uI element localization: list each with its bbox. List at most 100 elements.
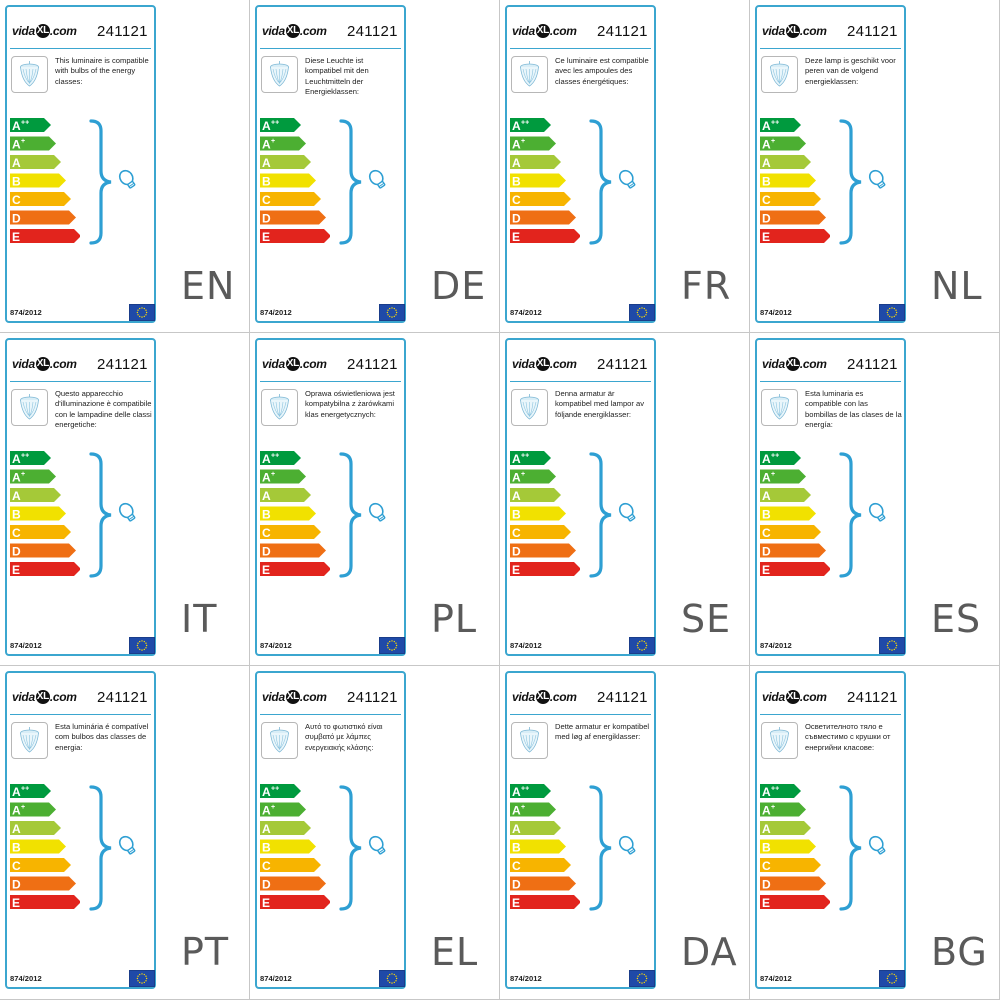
eu-star [145, 980, 147, 982]
eu-star [395, 644, 398, 647]
energy-class-bar: D [10, 210, 76, 226]
energy-class-bar: A + [760, 136, 806, 152]
light-bulb-icon [118, 169, 136, 189]
energy-class-label: E [262, 563, 270, 577]
energy-class-bar: B [760, 839, 816, 855]
eu-flag-icon [879, 637, 905, 654]
curly-bracket [89, 452, 112, 578]
eu-star [643, 315, 645, 318]
energy-class-superscript: + [271, 138, 275, 145]
eu-star [641, 640, 643, 642]
header-divider [260, 48, 401, 49]
eu-star [891, 982, 893, 984]
energy-label-card: vida XL .com 241121 Осветителното тяло е с… [755, 671, 906, 989]
curly-bracket [339, 785, 362, 911]
eu-star [145, 644, 148, 647]
product-code: 241121 [847, 689, 898, 706]
energy-class-bar: E [10, 895, 80, 910]
brand-logo-mark: XL [35, 357, 50, 371]
chandelier-icon [261, 56, 298, 93]
energy-class-label: A [262, 119, 271, 133]
energy-class-label: D [262, 212, 271, 226]
eu-star [641, 316, 643, 318]
energy-class-label: A [512, 119, 521, 133]
energy-class-superscript: + [521, 471, 525, 478]
energy-class-bar: A ++ [10, 451, 51, 466]
language-code: EL [431, 930, 479, 974]
energy-label-card: vida XL .com 241121 Questo apparecchio d'i… [5, 338, 156, 656]
energy-class-bar: A [260, 488, 311, 503]
curly-bracket [589, 119, 612, 245]
energy-class-label: E [12, 563, 20, 577]
chandelier-icon [761, 56, 798, 93]
brand-logo-prefix: vida [262, 690, 285, 704]
brand-logo-suffix: .com [549, 24, 577, 38]
eu-flag-icon [879, 970, 905, 987]
energy-class-label: B [262, 841, 271, 855]
energy-class-label: B [12, 175, 21, 189]
energy-class-bar: A ++ [260, 451, 301, 466]
eu-flag-icon [379, 304, 405, 321]
compatibility-text: Dette armatur er kompatibel med løg af e… [555, 722, 650, 742]
energy-label-card: vida XL .com 241121 Denna armatur är kompa… [505, 338, 656, 656]
energy-class-bar: A + [10, 469, 56, 485]
energy-class-superscript: + [271, 804, 275, 811]
product-code: 241121 [97, 356, 148, 373]
eu-star [636, 644, 639, 647]
brand-logo-prefix: vida [262, 24, 285, 38]
energy-class-label: E [762, 896, 770, 910]
eu-star [645, 647, 647, 649]
eu-star [643, 307, 645, 310]
energy-class-superscript: ++ [771, 453, 779, 460]
regulation-number: 874/2012 [260, 641, 292, 650]
eu-star [137, 314, 139, 316]
eu-star [143, 640, 145, 643]
energy-label-panel: vida XL .com 241121 Oprawa oświetleniowa j… [250, 333, 500, 666]
energy-class-label: B [262, 175, 271, 189]
eu-star [643, 640, 645, 643]
eu-star [141, 640, 143, 642]
regulation-number: 874/2012 [760, 641, 792, 650]
energy-label-panel: vida XL .com 241121 Esta luminária é compa… [0, 666, 250, 999]
language-code: NL [931, 264, 983, 308]
grid-divider [0, 665, 1000, 666]
eu-star [386, 311, 389, 314]
eu-star [393, 973, 395, 976]
eu-star [891, 316, 893, 318]
brand-logo-suffix: .com [799, 357, 827, 371]
energy-class-label: A [262, 785, 271, 799]
eu-star [889, 973, 891, 976]
energy-class-bar: B [260, 506, 316, 522]
brand-logo-prefix: vida [512, 24, 535, 38]
eu-star [886, 977, 889, 980]
energy-class-label: B [762, 175, 771, 189]
eu-star [141, 307, 143, 309]
energy-class-superscript: ++ [21, 786, 29, 793]
energy-class-bar: D [260, 876, 326, 892]
energy-class-label: E [512, 896, 520, 910]
compatibility-text: Esta luminária é compatível com bulbos d… [55, 722, 149, 752]
language-code: SE [681, 597, 732, 641]
energy-label-panel: vida XL .com 241121 Deze lamp is geschikt … [750, 0, 1000, 333]
eu-star [645, 314, 647, 316]
eu-star [893, 307, 895, 310]
energy-class-bar: C [760, 192, 821, 207]
energy-class-label: A [762, 452, 771, 466]
energy-class-bar: E [510, 895, 580, 910]
eu-star [139, 315, 141, 318]
eu-star [139, 648, 141, 651]
eu-star [895, 977, 898, 980]
energy-class-bar: A [10, 821, 61, 836]
product-code: 241121 [847, 23, 898, 40]
eu-star [891, 640, 893, 642]
eu-star [141, 316, 143, 318]
eu-star [389, 315, 391, 318]
energy-class-bar: C [10, 525, 71, 540]
eu-star [887, 309, 889, 311]
eu-star [145, 977, 148, 980]
energy-class-label: B [512, 508, 521, 522]
eu-star [639, 981, 641, 984]
energy-label-card: vida XL .com 241121 Esta luminaria es comp… [755, 338, 906, 656]
regulation-number: 874/2012 [760, 308, 792, 317]
